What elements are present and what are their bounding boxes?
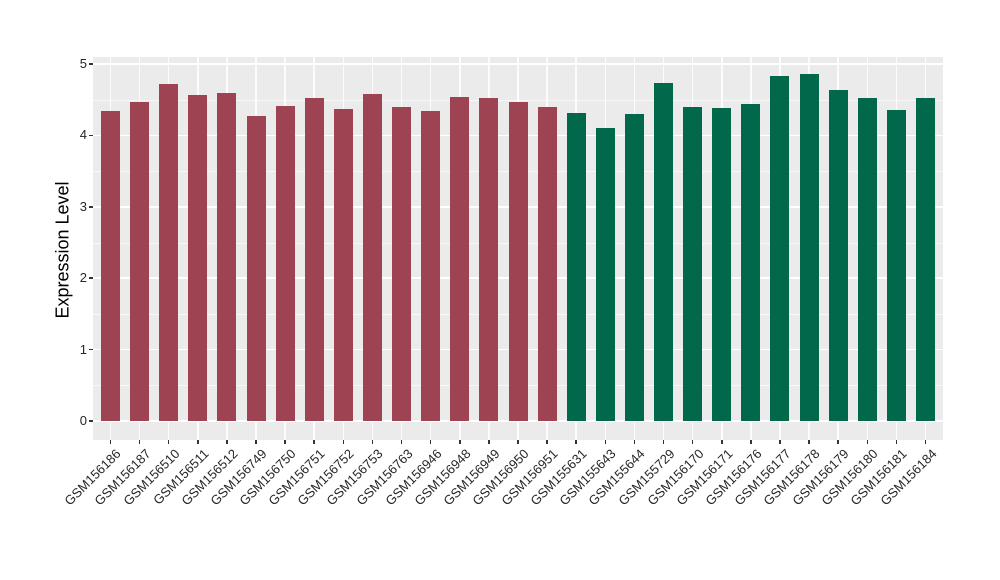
bar xyxy=(188,94,208,421)
x-tick xyxy=(808,440,810,444)
bar xyxy=(741,103,761,421)
x-tick xyxy=(750,440,752,444)
x-tick xyxy=(400,440,403,444)
x-tick xyxy=(895,440,898,444)
x-tick xyxy=(488,440,490,444)
x-tick xyxy=(429,440,432,444)
bar xyxy=(333,108,353,421)
y-tick-label: 5 xyxy=(79,56,87,71)
y-tick xyxy=(89,134,93,137)
y-tick-label: 4 xyxy=(79,127,87,143)
bar xyxy=(275,106,295,421)
x-tick xyxy=(721,440,723,444)
bar xyxy=(916,98,936,421)
x-tick xyxy=(109,440,112,444)
y-tick xyxy=(89,420,93,422)
x-tick xyxy=(517,440,519,444)
bar xyxy=(479,98,499,421)
bar xyxy=(508,101,528,421)
x-tick xyxy=(342,440,345,444)
x-tick xyxy=(371,440,374,444)
x-tick xyxy=(167,440,170,444)
bar xyxy=(595,127,615,421)
x-tick xyxy=(313,440,315,444)
x-tick xyxy=(604,440,607,444)
bar xyxy=(654,82,674,421)
y-tick xyxy=(89,206,93,208)
bars xyxy=(93,57,943,440)
bar xyxy=(683,106,703,421)
x-tick xyxy=(284,440,286,444)
bar xyxy=(537,106,557,421)
bar xyxy=(421,111,441,421)
bar xyxy=(799,74,819,421)
bar xyxy=(130,101,150,421)
y-tick-label: 1 xyxy=(79,341,87,357)
bar xyxy=(100,111,120,421)
y-tick xyxy=(89,277,93,279)
x-tick xyxy=(546,440,548,444)
x-tick xyxy=(633,440,636,444)
x-tick xyxy=(837,440,839,444)
bar xyxy=(392,106,412,421)
x-tick xyxy=(575,440,577,444)
bar xyxy=(566,112,586,421)
x-tick xyxy=(197,440,199,444)
bar xyxy=(828,89,848,421)
x-tick xyxy=(691,440,694,444)
bar xyxy=(624,113,644,421)
x-tick xyxy=(226,440,228,444)
y-tick-label: 2 xyxy=(79,270,87,286)
bar xyxy=(712,108,732,421)
bar xyxy=(886,109,906,421)
bar xyxy=(159,84,179,421)
bar xyxy=(304,97,324,421)
x-tick xyxy=(779,440,781,444)
bar xyxy=(362,94,382,421)
bar xyxy=(770,76,790,421)
x-tick xyxy=(866,440,869,444)
y-tick xyxy=(89,348,93,351)
y-tick-label: 3 xyxy=(79,198,87,214)
bar xyxy=(857,98,877,421)
x-tick xyxy=(459,440,461,444)
plot-panel xyxy=(93,57,943,440)
y-tick xyxy=(89,63,93,65)
x-tick xyxy=(138,440,141,444)
y-tick-label: 0 xyxy=(79,413,87,428)
bar xyxy=(450,96,470,421)
x-tick xyxy=(662,440,665,444)
x-tick xyxy=(924,440,927,444)
x-tick xyxy=(255,440,257,444)
bar xyxy=(246,116,266,421)
bar xyxy=(217,93,237,421)
